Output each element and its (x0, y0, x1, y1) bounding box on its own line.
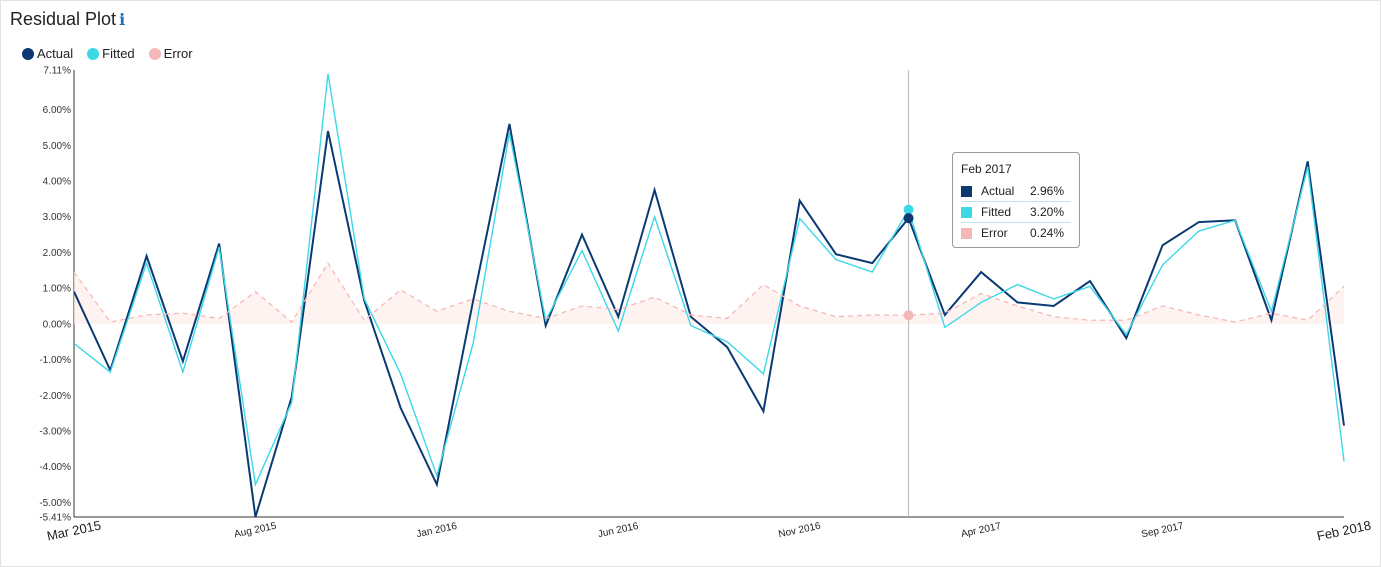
x-tick-label: Jun 2016 (597, 521, 640, 540)
y-tick-label: 4.00% (43, 177, 71, 188)
hover-point-fitted (903, 204, 914, 215)
legend-marker-actual (22, 47, 34, 60)
y-tick-label: -1.00% (39, 355, 71, 366)
legend-item-error[interactable]: Error (148, 46, 193, 61)
hover-tooltip: Feb 2017 Actual 2.96% Fitted 3.20% Error… (952, 152, 1080, 248)
x-tick-label: Sep 2017 (1140, 521, 1185, 541)
x-tick-label: Feb 2018 (1315, 517, 1372, 543)
legend-item-actual[interactable]: Actual (22, 46, 73, 61)
y-tick-label: 1.00% (43, 284, 71, 295)
series-line-fitted (73, 73, 1345, 487)
tooltip-value-error: 0.24% (1030, 226, 1065, 240)
x-tick-label: Nov 2016 (778, 521, 823, 541)
tooltip-value-actual: 2.96% (1030, 184, 1065, 198)
tooltip-row-actual: Actual 2.96% (961, 181, 1071, 202)
y-tick-label: 7.11% (43, 66, 71, 77)
info-icon[interactable]: i (119, 10, 126, 29)
tooltip-value-fitted: 3.20% (1030, 205, 1065, 219)
legend-label-error: Error (163, 46, 193, 61)
x-tick-label: Jan 2016 (415, 521, 458, 540)
x-tick-label: Aug 2015 (233, 521, 278, 541)
tooltip-swatch-actual (961, 185, 972, 197)
tooltip-swatch-error (961, 227, 972, 239)
legend-label-actual: Actual (37, 46, 74, 61)
hover-point-error (903, 310, 914, 321)
tooltip-row-error: Error 0.24% (961, 223, 1071, 243)
tooltip-label-actual: Actual (981, 184, 1015, 198)
x-tick-label: Apr 2017 (960, 521, 1002, 540)
legend-item-fitted[interactable]: Fitted (87, 46, 135, 61)
y-tick-label: -4.00% (39, 462, 71, 473)
tooltip-row-fitted: Fitted 3.20% (961, 202, 1071, 223)
legend-label-fitted: Fitted (102, 46, 135, 61)
y-tick-label: -5.00% (39, 498, 71, 509)
series-line-error (73, 261, 1345, 324)
y-tick-label: 3.00% (43, 212, 71, 223)
legend-marker-fitted (87, 47, 100, 60)
chart-header: Residual Plot i (10, 9, 125, 30)
tooltip-title: Feb 2017 (961, 162, 1012, 176)
chart-title: Residual Plot (10, 9, 117, 29)
y-tick-label: -5.41% (39, 513, 71, 524)
y-tick-label: -2.00% (39, 391, 71, 402)
hover-point-actual (903, 213, 914, 224)
tooltip-swatch-fitted (961, 206, 972, 218)
tooltip-label-fitted: Fitted (981, 205, 1012, 219)
legend-marker-error (148, 47, 161, 60)
error-area (74, 263, 1344, 324)
y-tick-label: 0.00% (43, 319, 71, 330)
chart-legend: Actual Fitted Error (22, 46, 193, 61)
y-tick-label: 5.00% (43, 141, 71, 152)
y-tick-label: 6.00% (43, 105, 71, 116)
y-tick-label: -3.00% (39, 426, 71, 437)
y-tick-label: 2.00% (43, 248, 71, 259)
tooltip-label-error: Error (981, 226, 1008, 240)
